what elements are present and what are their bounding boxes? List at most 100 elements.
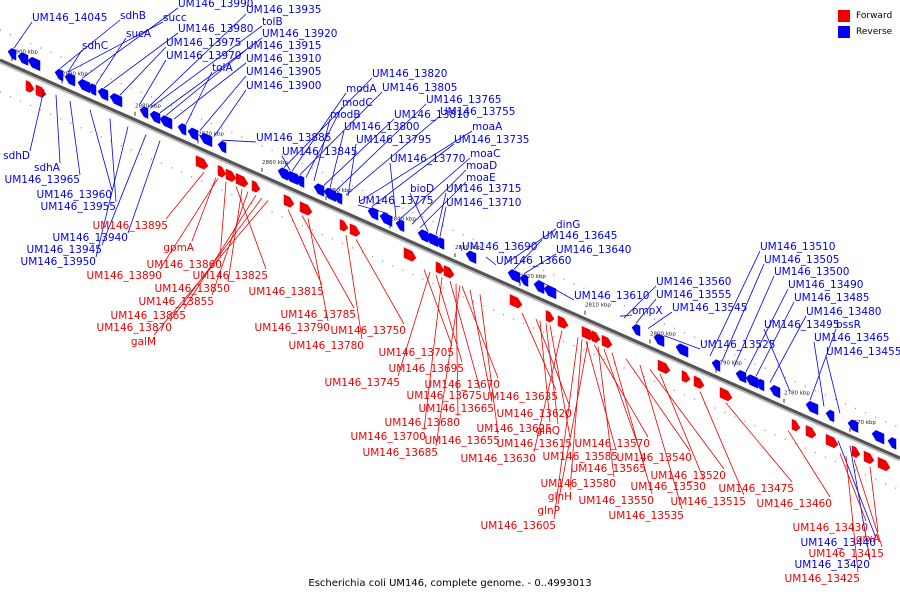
forward-gene-label-leader [787,430,831,498]
tick-label: 2770 kbp [850,420,876,426]
forward-gene-label: UM146_13475 [719,483,794,495]
reverse-gene-label: sucA [126,28,152,40]
forward-gene-label: UM146_13700 [351,431,426,443]
reverse-gene-label-leader [213,89,247,137]
reverse-gene [379,212,393,227]
forward-gene [235,173,249,188]
forward-gene-label-leader [153,200,269,336]
reverse-gene-label-leader [173,62,247,120]
reverse-gene-label-leader [537,279,575,301]
reverse-gene-label-leader [709,250,761,357]
tick-label: 2780 kbp [784,391,810,397]
reverse-gene-label: UM146_13735 [454,134,529,146]
forward-gene-label: galM [131,336,156,348]
forward-gene-label: UM146_13615 [497,438,572,450]
reverse-gene-label-leader [347,143,357,196]
reverse-gene [425,232,439,248]
reverse-gene-label: UM146_13775 [358,195,433,207]
forward-gene-label-leader [169,197,263,322]
forward-gene [225,168,237,182]
reverse-gene-label-leader [109,118,117,203]
forward-gene-label-leader [845,456,859,573]
forward-gene-label: UM146_13605 [481,520,556,532]
forward-gene-label-leader [611,352,653,495]
reverse-gene-label: UM146_13510 [760,241,835,253]
forward-gene [25,80,35,93]
reverse-gene-label-leader [313,118,331,181]
reverse-gene-label-leader [837,440,877,539]
reverse-gene-label: UM146_13560 [656,276,731,288]
reverse-gene-label: UM146_13495 [764,319,839,331]
reverse-gene-label-leader [291,92,347,172]
forward-gene-label-leader [461,286,499,379]
forward-gene-label-leader [159,178,219,270]
reverse-gene-label-leader [409,192,429,232]
reverse-gene [159,115,173,130]
reverse-gene-label-leader [81,7,179,79]
reverse-gene-label: UM146_13490 [788,279,863,291]
reverse-gene-label: UM146_13965 [5,174,80,186]
tick-label: 2790 kbp [716,361,742,367]
forward-gene-label: UM146_13675 [407,390,482,402]
reverse-gene [417,229,429,243]
reverse-gene-label-leader [69,100,81,176]
forward-gene-label: glnH [548,491,572,503]
reverse-gene [187,127,199,141]
reverse-gene-label-leader [513,239,543,270]
reverse-gene-label-leader [745,288,789,373]
forward-gene-label-leader [649,369,725,470]
genome-caption: Escherichia coli UM146, complete genome.… [308,578,592,589]
reverse-gene-label-leader [221,139,257,143]
forward-gene-label-leader [521,312,557,391]
forward-gene [509,294,523,309]
reverse-gene-label: ompX [632,305,663,317]
forward-gene-label-leader [397,272,431,377]
forward-gene-label: UM146_13890 [87,270,162,282]
reverse-gene [333,192,343,205]
reverse-gene [277,167,289,181]
reverse-gene-label-leader [485,256,497,266]
reverse-gene-label: UM146_14045 [32,12,107,24]
tick-label: 2870 kbp [198,132,224,138]
reverse-gene-label: UM146_13900 [246,80,321,92]
reverse-gene-label-leader [139,59,167,105]
forward-gene-label-leader [549,325,571,438]
reverse-gene-label-leader [95,126,129,258]
reverse-gene [217,140,227,154]
reverse-gene-label: moaA [472,121,503,133]
forward-gene-label-leader [725,402,793,483]
reverse-gene-label: UM146_13885 [256,132,331,144]
reverse-gene [64,73,76,87]
forward-gene-label: UM146_13655 [425,435,500,447]
forward-gene-label: UM146_13780 [289,340,364,352]
reverse-gene-label: UM146_13970 [166,50,241,62]
forward-gene [443,264,455,279]
reverse-gene [847,419,859,433]
reverse-gene-label-leader [371,143,455,207]
reverse-gene [507,269,521,284]
reverse-gene [735,369,747,384]
reverse-gene-label: UM146_13710 [446,197,521,209]
reverse-gene-label-leader [345,115,441,196]
backbone [0,58,900,460]
reverse-gene-label: sdhA [34,162,61,174]
reverse-gene-label: UM146_13805 [382,82,457,94]
forward-gene [681,370,691,383]
reverse-gene-label: moaD [466,160,497,172]
forward-gene-label-leader [553,337,579,520]
reverse-gene [395,219,405,233]
forward-gene-label-leader [539,320,551,423]
reverse-gene-label: UM146_13920 [262,28,337,40]
forward-gene-label: UM146_13695 [389,363,464,375]
forward-gene-label-leader [455,283,459,417]
forward-gene-label: UM146_13685 [363,447,438,459]
reverse-gene-label: UM146_13990 [178,0,253,10]
forward-gene-label: UM146_13680 [385,417,460,429]
reverse-gene-label: modA [346,83,377,95]
forward-gene [805,425,817,439]
reverse-gene-label-leader [149,25,263,109]
reverse-gene-label: UM146_13640 [556,244,631,256]
reverse-gene-label: UM146_13800 [344,121,419,133]
tick-label: 2840 kbp [390,216,416,222]
reverse-gene-label-leader [459,245,463,252]
